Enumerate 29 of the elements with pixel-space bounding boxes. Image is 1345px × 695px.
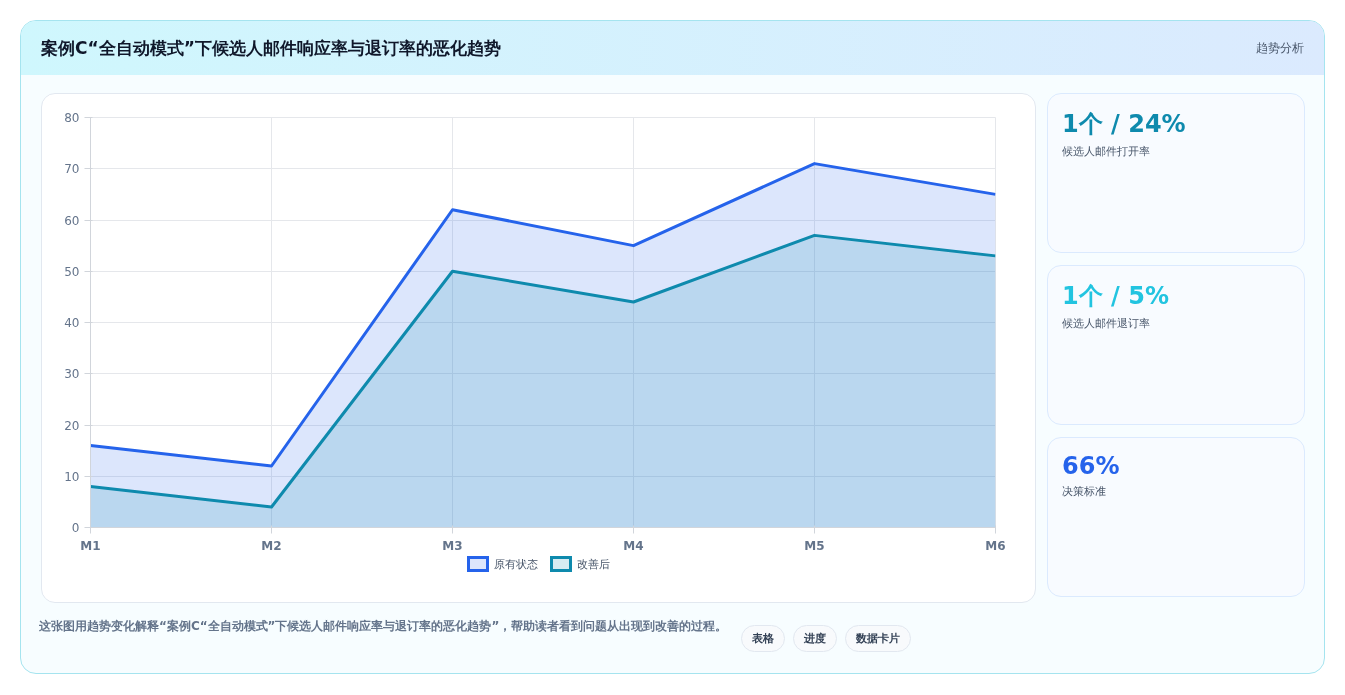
- text: 数据卡片: [845, 625, 911, 652]
- y-tick-label: 50: [64, 264, 80, 279]
- y-tick-label: 80: [64, 111, 80, 125]
- text: 趋势分析: [1256, 39, 1304, 57]
- y-tick-label: 30: [64, 367, 80, 382]
- y-tick-label: 0: [71, 521, 80, 535]
- chart-title: 案例C“全自动模式”下候选人邮件响应率与退订率的恶化趋势: [41, 36, 501, 60]
- text: 进度: [793, 625, 837, 652]
- text: 这张图用趋势变化解释“案例C“全自动模式”下候选人邮件响应率与退订率的恶化趋势”，帮助读者看到问题从出现到改善的过程。: [39, 618, 729, 635]
- x-tick-label: M3: [442, 538, 463, 553]
- y-tick-label: 20: [64, 418, 80, 433]
- x-tick-label: M2: [261, 538, 282, 553]
- y-tick-label: 40: [64, 316, 80, 330]
- legend-label: 原有状态: [493, 556, 538, 572]
- x-tick-label: M1: [80, 538, 101, 553]
- text: 候选人邮件打开率: [1062, 144, 1151, 159]
- y-tick-label: 60: [64, 213, 80, 228]
- legend-label: 改善后: [576, 556, 610, 572]
- text: 决策标准: [1062, 484, 1107, 499]
- text: 66%: [1062, 452, 1121, 480]
- y-tick-label: 70: [64, 162, 80, 177]
- text: 1个 / 5%: [1062, 281, 1170, 312]
- text: 表格: [741, 625, 785, 652]
- x-tick-label: M4: [623, 538, 644, 553]
- y-tick-label: 10: [64, 469, 80, 484]
- text: 1个 / 24%: [1062, 109, 1187, 140]
- text: 候选人邮件退订率: [1062, 316, 1151, 331]
- x-tick-label: M5: [804, 538, 825, 553]
- x-tick-label: M6: [985, 538, 1006, 553]
